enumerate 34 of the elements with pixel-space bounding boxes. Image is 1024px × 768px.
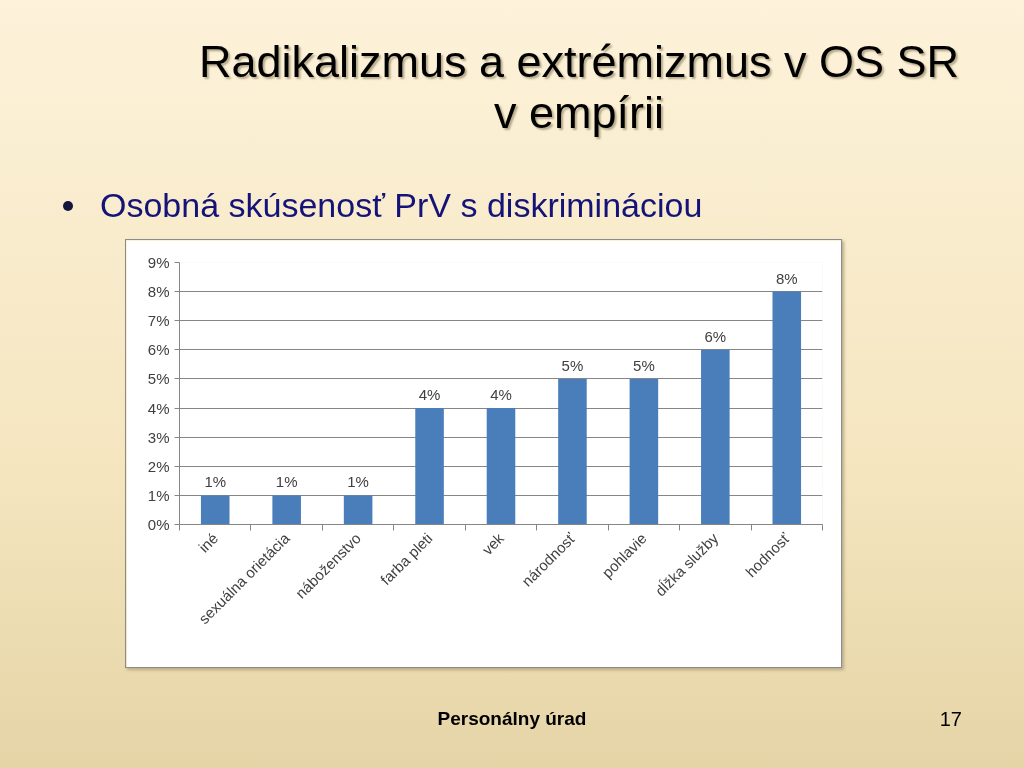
data-label: 6% xyxy=(704,327,727,345)
bar xyxy=(701,349,730,525)
y-tick-label: 1% xyxy=(147,486,170,504)
y-tick-label: 3% xyxy=(147,428,170,446)
x-tick-label: iné xyxy=(195,529,222,556)
data-label: 5% xyxy=(633,356,655,374)
y-tick-label: 8% xyxy=(147,283,170,301)
y-tick-label: 0% xyxy=(147,516,170,533)
text: Personálny úrad xyxy=(437,708,587,729)
bar xyxy=(772,291,802,525)
y-tick-label: 5% xyxy=(147,370,170,388)
data-label: 1% xyxy=(204,473,227,491)
data-label: 1% xyxy=(275,473,298,491)
bar xyxy=(415,408,444,525)
bar xyxy=(558,378,587,525)
y-tick-label: 7% xyxy=(147,312,170,330)
y-tick-label: 9% xyxy=(147,254,170,271)
text: 17 xyxy=(938,707,962,732)
bar xyxy=(343,495,373,525)
y-tick-label: 2% xyxy=(147,457,170,475)
data-label: 1% xyxy=(347,473,369,491)
bar xyxy=(272,495,301,525)
x-tick-label: vek xyxy=(478,529,508,559)
bar xyxy=(486,408,516,525)
data-label: 5% xyxy=(561,356,584,374)
data-label: 4% xyxy=(490,386,512,404)
bar xyxy=(200,495,230,525)
bar xyxy=(629,378,659,525)
chart-subtitle: Osobná skúsenosť PrV s diskrimináciou xyxy=(100,185,703,225)
y-tick-label: 4% xyxy=(147,399,170,417)
y-tick-label: 6% xyxy=(147,341,170,359)
chart-title: Radikalizmus a extrémizmus v OS SR v empírii xyxy=(197,35,961,138)
data-label: 8% xyxy=(775,269,798,287)
data-label: 4% xyxy=(418,386,441,404)
